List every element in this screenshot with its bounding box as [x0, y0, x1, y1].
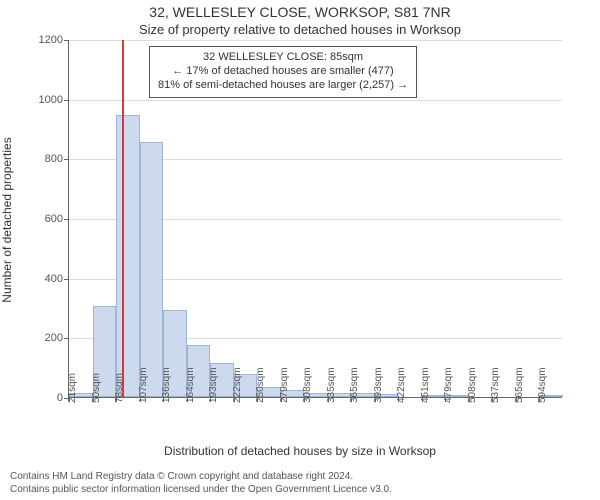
footer-line2: Contains public sector information licen…	[10, 483, 392, 496]
x-tick-label: 335sqm	[326, 367, 337, 403]
x-tick-label: 136sqm	[161, 367, 172, 403]
x-tick-label: 479sqm	[443, 367, 454, 403]
chart-container: 32, WELLESLEY CLOSE, WORKSOP, S81 7NR Si…	[0, 0, 600, 500]
x-tick-label: 393sqm	[373, 367, 384, 403]
x-tick-label: 21sqm	[67, 373, 78, 403]
x-tick-label: 537sqm	[490, 367, 501, 403]
gridline	[69, 40, 562, 41]
x-tick-label: 508sqm	[467, 367, 478, 403]
reference-line	[122, 40, 124, 397]
x-tick-label: 107sqm	[138, 367, 149, 403]
x-tick-label: 422sqm	[396, 367, 407, 403]
plot-area: 02004006008001000120021sqm50sqm78sqm107s…	[68, 40, 562, 398]
title-subtitle: Size of property relative to detached ho…	[0, 22, 600, 37]
x-tick-label: 279sqm	[279, 367, 290, 403]
x-tick-label: 193sqm	[208, 367, 219, 403]
x-tick-label: 565sqm	[514, 367, 525, 403]
x-tick-label: 222sqm	[232, 367, 243, 403]
gridline	[69, 100, 562, 101]
title-address: 32, WELLESLEY CLOSE, WORKSOP, S81 7NR	[0, 4, 600, 20]
y-tick-label: 1200	[39, 34, 69, 46]
y-tick-label: 1000	[39, 94, 69, 106]
y-tick-label: 200	[45, 332, 69, 344]
x-tick-label: 164sqm	[185, 367, 196, 403]
x-tick-label: 308sqm	[302, 367, 313, 403]
histogram-bar	[116, 115, 140, 397]
histogram-bar	[140, 142, 164, 397]
x-tick-label: 594sqm	[537, 367, 548, 403]
annotation-line1: 32 WELLESLEY CLOSE: 85sqm	[158, 51, 408, 65]
y-axis-label: Number of detached properties	[0, 137, 14, 302]
y-tick-label: 800	[45, 153, 69, 165]
annotation-box: 32 WELLESLEY CLOSE: 85sqm ← 17% of detac…	[149, 46, 417, 98]
annotation-line3: 81% of semi-detached houses are larger (…	[158, 79, 408, 93]
footer: Contains HM Land Registry data © Crown c…	[10, 470, 392, 496]
x-tick-label: 250sqm	[255, 367, 266, 403]
y-tick-label: 400	[45, 273, 69, 285]
x-axis-label: Distribution of detached houses by size …	[0, 444, 600, 458]
x-tick-label: 365sqm	[349, 367, 360, 403]
x-tick-label: 50sqm	[91, 373, 102, 403]
footer-line1: Contains HM Land Registry data © Crown c…	[10, 470, 392, 483]
x-tick-label: 451sqm	[420, 367, 431, 403]
y-tick-label: 600	[45, 213, 69, 225]
x-tick-label: 78sqm	[114, 373, 125, 403]
annotation-line2: ← 17% of detached houses are smaller (47…	[158, 65, 408, 79]
